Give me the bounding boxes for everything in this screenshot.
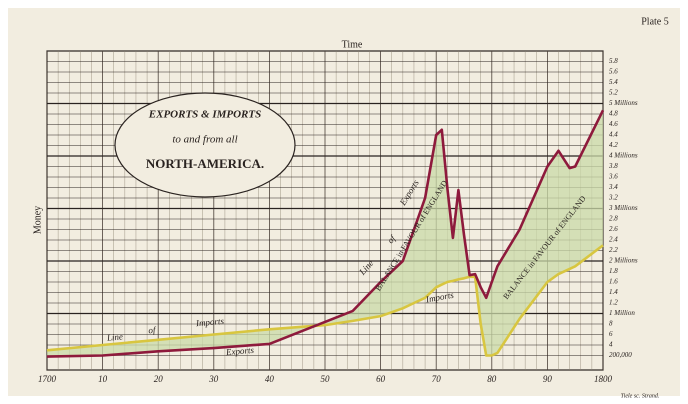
y-tick-label: 3 Millions (608, 204, 638, 212)
chart-title: EXPORTS & IMPORTS (148, 109, 261, 121)
y-tick-label: 4.2 (609, 141, 618, 149)
chart-title: NORTH-AMERICA. (146, 156, 264, 171)
plate-number: Plate 5 (641, 16, 669, 27)
annotation: of (148, 325, 157, 336)
y-tick-label: 1.8 (609, 267, 618, 275)
series-line (46, 109, 605, 358)
x-tick-label: 20 (154, 374, 164, 384)
y-tick-label: 4 (609, 341, 613, 349)
y-tick-label: 2 Millions (609, 257, 638, 265)
y-tick-label: 4 Millions (609, 152, 638, 160)
x-tick-label: 1800 (594, 374, 613, 384)
y-tick-label: 3.8 (608, 162, 618, 170)
y-tick-label: 1 Million (609, 309, 635, 317)
x-tick-label: 40 (265, 374, 275, 384)
y-tick-label: 5.6 (609, 68, 618, 76)
y-tick-label: 2.4 (609, 236, 618, 244)
x-tick-label: 10 (98, 374, 108, 384)
annotation: Exports (225, 345, 255, 358)
series-line (46, 244, 604, 357)
y-tick-label: 200,000 (609, 351, 632, 359)
y-tick-label: 4.6 (609, 120, 618, 128)
y-tick-label: 3.2 (608, 194, 618, 202)
y-tick-label: 6 (609, 330, 613, 338)
chart-title: to and from all (172, 134, 237, 146)
x-tick-label: 1700 (38, 374, 57, 384)
y-tick-label: 3.4 (608, 183, 618, 191)
y-tick-label: 4.4 (609, 131, 618, 139)
y-tick-label: 8 (609, 320, 613, 328)
y-tick-label: 2.2 (609, 246, 618, 254)
y-tick-label: 1.6 (609, 278, 618, 286)
x-axis-label: Time (342, 39, 363, 50)
y-tick-label: 5.4 (609, 78, 618, 86)
annotation: Imports (195, 316, 225, 329)
x-tick-label: 60 (376, 374, 386, 384)
annotation: Line (106, 331, 124, 342)
engraver-credit: Tiele sc. Strand. (621, 393, 660, 399)
x-tick-label: 80 (487, 374, 497, 384)
y-tick-label: 1.2 (609, 299, 618, 307)
y-tick-label: 2.8 (609, 215, 618, 223)
y-tick-label: 5.2 (609, 89, 618, 97)
title-cartouche (114, 92, 296, 198)
x-tick-label: 90 (543, 374, 553, 384)
y-tick-label: 4.8 (609, 110, 618, 118)
x-tick-label: 50 (321, 374, 331, 384)
x-tick-label: 70 (432, 374, 442, 384)
y-tick-label: 1.4 (609, 288, 618, 296)
y-axis-label: Money (32, 206, 43, 234)
y-tick-label: 5 Millions (609, 99, 638, 107)
y-tick-label: 2.6 (609, 225, 618, 233)
x-tick-label: 30 (208, 374, 219, 384)
y-tick-label: 5.8 (609, 57, 618, 65)
plot (46, 109, 605, 358)
y-tick-label: 3.6 (608, 173, 618, 181)
